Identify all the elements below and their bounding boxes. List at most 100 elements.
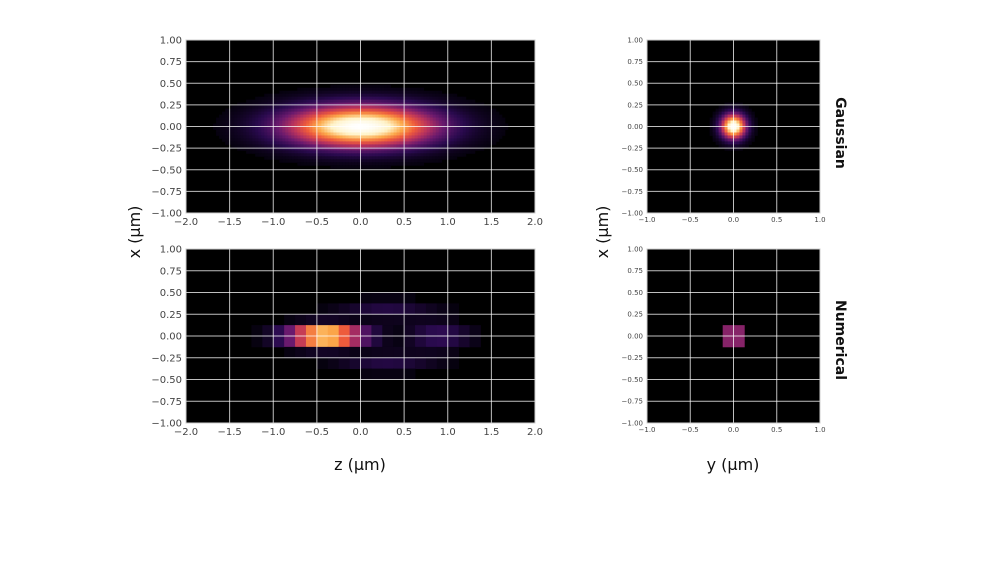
heatmap-cell: [480, 117, 485, 121]
heatmap-cell: [408, 90, 413, 95]
heatmap-cell: [330, 156, 334, 160]
x-tick-label: 0.5: [396, 217, 412, 228]
heatmap-cell: [279, 159, 283, 163]
heatmap-cell: [426, 156, 431, 160]
heatmap-cell: [465, 141, 470, 145]
heatmap-cell: [279, 111, 283, 115]
heatmap-cell: [336, 132, 340, 136]
heatmap-cell: [240, 129, 244, 133]
heatmap-cell: [339, 96, 343, 101]
heatmap-cell: [450, 138, 455, 142]
heatmap-cell: [348, 141, 352, 145]
heatmap-cell: [432, 111, 437, 115]
heatmap-cell: [739, 126, 743, 130]
heatmap-cell: [417, 99, 422, 104]
heatmap-cell: [390, 138, 394, 142]
heatmap-cell: [471, 132, 476, 136]
heatmap-cell: [444, 147, 449, 151]
heatmap-cell: [432, 138, 437, 142]
heatmap-cell: [382, 303, 394, 315]
y-tick-label: 1.00: [160, 245, 182, 256]
heatmap-cell: [339, 144, 343, 148]
heatmap-cell: [273, 108, 277, 112]
heatmap-cell: [384, 162, 388, 166]
heatmap-cell: [237, 129, 241, 133]
heatmap-cell: [405, 144, 410, 148]
heatmap-cell: [288, 135, 292, 139]
heatmap-cell: [429, 129, 434, 133]
heatmap-cell: [327, 314, 340, 326]
heatmap-cell: [408, 87, 413, 92]
heatmap-cell: [390, 108, 394, 112]
heatmap-cell: [237, 117, 241, 121]
heatmap-cell: [393, 105, 397, 109]
heatmap-cell: [231, 135, 235, 139]
heatmap-cell: [405, 156, 410, 160]
heatmap-cell: [372, 165, 376, 169]
heatmap-cell: [333, 126, 337, 130]
heatmap-cell: [474, 111, 479, 115]
heatmap-cell: [724, 108, 728, 112]
heatmap-cell: [282, 108, 286, 112]
heatmap-cell: [312, 153, 316, 157]
heatmap-cell: [255, 153, 259, 157]
heatmap-cell: [384, 153, 388, 157]
heatmap-cell: [453, 147, 458, 151]
heatmap-cell: [453, 123, 458, 127]
heatmap-cell: [751, 117, 755, 121]
heatmap-cell: [234, 123, 238, 127]
heatmap-cell: [393, 138, 397, 142]
heatmap-cell: [342, 159, 346, 163]
heatmap-cell: [408, 132, 413, 136]
heatmap-cell: [321, 117, 325, 121]
heatmap-cell: [405, 93, 410, 98]
heatmap-cell: [396, 129, 401, 133]
heatmap-cell: [342, 108, 346, 112]
heatmap-cell: [754, 129, 758, 133]
heatmap-cell: [279, 108, 283, 112]
heatmap-cell: [360, 357, 372, 370]
heatmap-cell: [417, 114, 422, 118]
heatmap-cell: [348, 114, 352, 118]
heatmap-cell: [390, 144, 394, 148]
heatmap-cell: [387, 165, 391, 169]
heatmap-cell: [246, 111, 250, 115]
heatmap-cell: [300, 132, 304, 136]
heatmap-cell: [336, 87, 340, 92]
heatmap-cell: [270, 132, 274, 136]
heatmap-cell: [338, 336, 350, 348]
heatmap-cell: [321, 111, 325, 115]
heatmap-cell: [426, 150, 431, 154]
heatmap-cell: [363, 150, 367, 154]
heatmap-cell: [300, 153, 304, 157]
heatmap-cell: [396, 120, 401, 124]
heatmap-cell: [498, 123, 503, 127]
heatmap-cell: [480, 141, 485, 145]
heatmap-cell: [348, 147, 352, 151]
heatmap-cell: [264, 123, 268, 127]
heatmap-cell: [432, 114, 437, 118]
heatmap-cell: [384, 138, 388, 142]
heatmap-cell: [432, 129, 437, 133]
heatmap-cell: [718, 117, 722, 121]
heatmap-cell: [360, 368, 372, 380]
heatmap-cell: [318, 114, 322, 118]
heatmap-cell: [297, 135, 301, 139]
heatmap-cell: [354, 132, 358, 136]
heatmap-cell: [339, 102, 343, 107]
heatmap-cell: [736, 117, 740, 121]
heatmap-cell: [495, 123, 500, 127]
heatmap-cell: [483, 117, 488, 121]
heatmap-cell: [384, 99, 388, 104]
x-tick-label: 1.5: [483, 427, 499, 438]
heatmap-cell: [324, 99, 328, 104]
heatmap-cell: [279, 96, 283, 101]
heatmap-cell: [264, 150, 268, 154]
heatmap-cell: [369, 150, 373, 154]
heatmap-cell: [309, 123, 313, 127]
heatmap-cell: [363, 105, 367, 109]
heatmap-cell: [300, 99, 304, 104]
heatmap-cell: [751, 114, 755, 118]
heatmap-cell: [381, 120, 385, 124]
heatmap-cell: [363, 114, 367, 118]
